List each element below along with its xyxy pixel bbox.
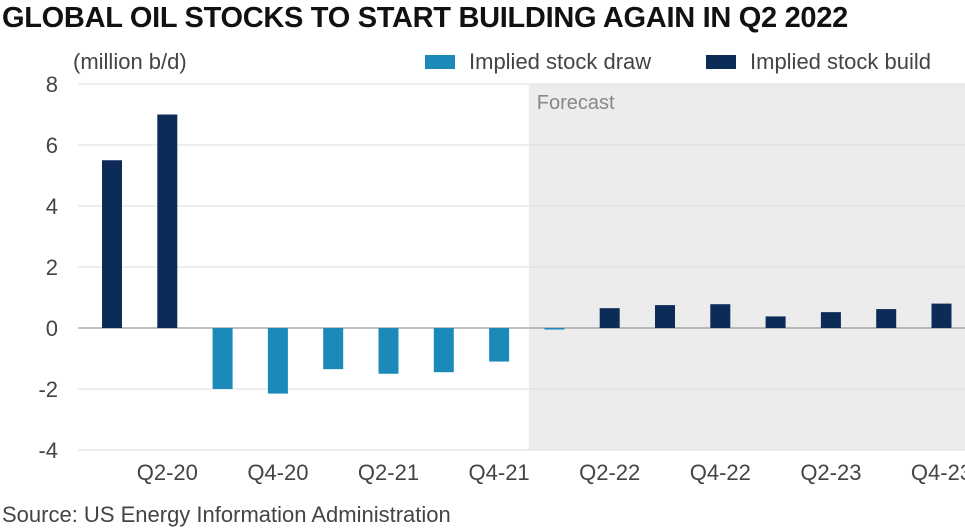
legend-swatch-build [706, 55, 736, 69]
y-tick-label: 6 [46, 133, 58, 158]
bar-Q1-23 [765, 316, 786, 328]
forecast-label: Forecast [537, 92, 615, 114]
bar-Q4-23 [931, 303, 952, 328]
bar-Q1-22 [544, 328, 565, 330]
legend-item-build: Implied stock build [706, 49, 931, 75]
legend-swatch-draw [425, 55, 455, 69]
y-axis-unit-label: (million b/d) [73, 49, 187, 74]
bar-Q2-22 [599, 308, 620, 328]
x-tick-label: Q4-21 [469, 460, 530, 485]
y-tick-label: 0 [46, 316, 58, 341]
y-tick-label: 2 [46, 255, 58, 280]
bar-Q4-21 [489, 328, 510, 362]
source-note: Source: US Energy Information Administra… [2, 502, 451, 527]
bar-Q2-23 [820, 312, 841, 328]
legend-item-draw: Implied stock draw [425, 49, 651, 75]
bar-Q4-22 [710, 304, 731, 328]
x-tick-label: Q2-23 [800, 460, 861, 485]
y-tick-label: 8 [46, 72, 58, 97]
bar-chart: Forecast -4 -2 0 2 4 6 8 Q2-20 Q4-20 Q2-21 Q4-21 Q2-… [38, 72, 965, 485]
legend-label-build: Implied stock build [750, 49, 931, 74]
y-tick-label: -4 [38, 438, 58, 463]
bar-Q1-20 [102, 160, 122, 328]
legend-label-draw: Implied stock draw [469, 49, 652, 74]
bar-Q3-22 [655, 305, 675, 328]
y-tick-label: 4 [46, 194, 58, 219]
bar-Q2-20 [157, 114, 178, 328]
bar-Q3-23 [876, 309, 897, 328]
bar-Q3-20 [212, 328, 233, 389]
bar-Q3-21 [433, 328, 454, 373]
x-tick-label: Q2-21 [358, 460, 419, 485]
x-tick-label: Q2-22 [579, 460, 640, 485]
bar-Q4-20 [267, 328, 288, 394]
x-tick-label: Q4-23 [911, 460, 965, 485]
x-tick-label: Q4-20 [247, 460, 308, 485]
y-tick-label: -2 [38, 377, 58, 402]
chart-title: GLOBAL OIL STOCKS TO START BUILDING AGAI… [2, 2, 848, 34]
bar-Q2-21 [378, 328, 399, 374]
x-tick-label: Q2-20 [137, 460, 198, 485]
bar-Q1-21 [323, 328, 344, 370]
x-tick-label: Q4-22 [690, 460, 751, 485]
